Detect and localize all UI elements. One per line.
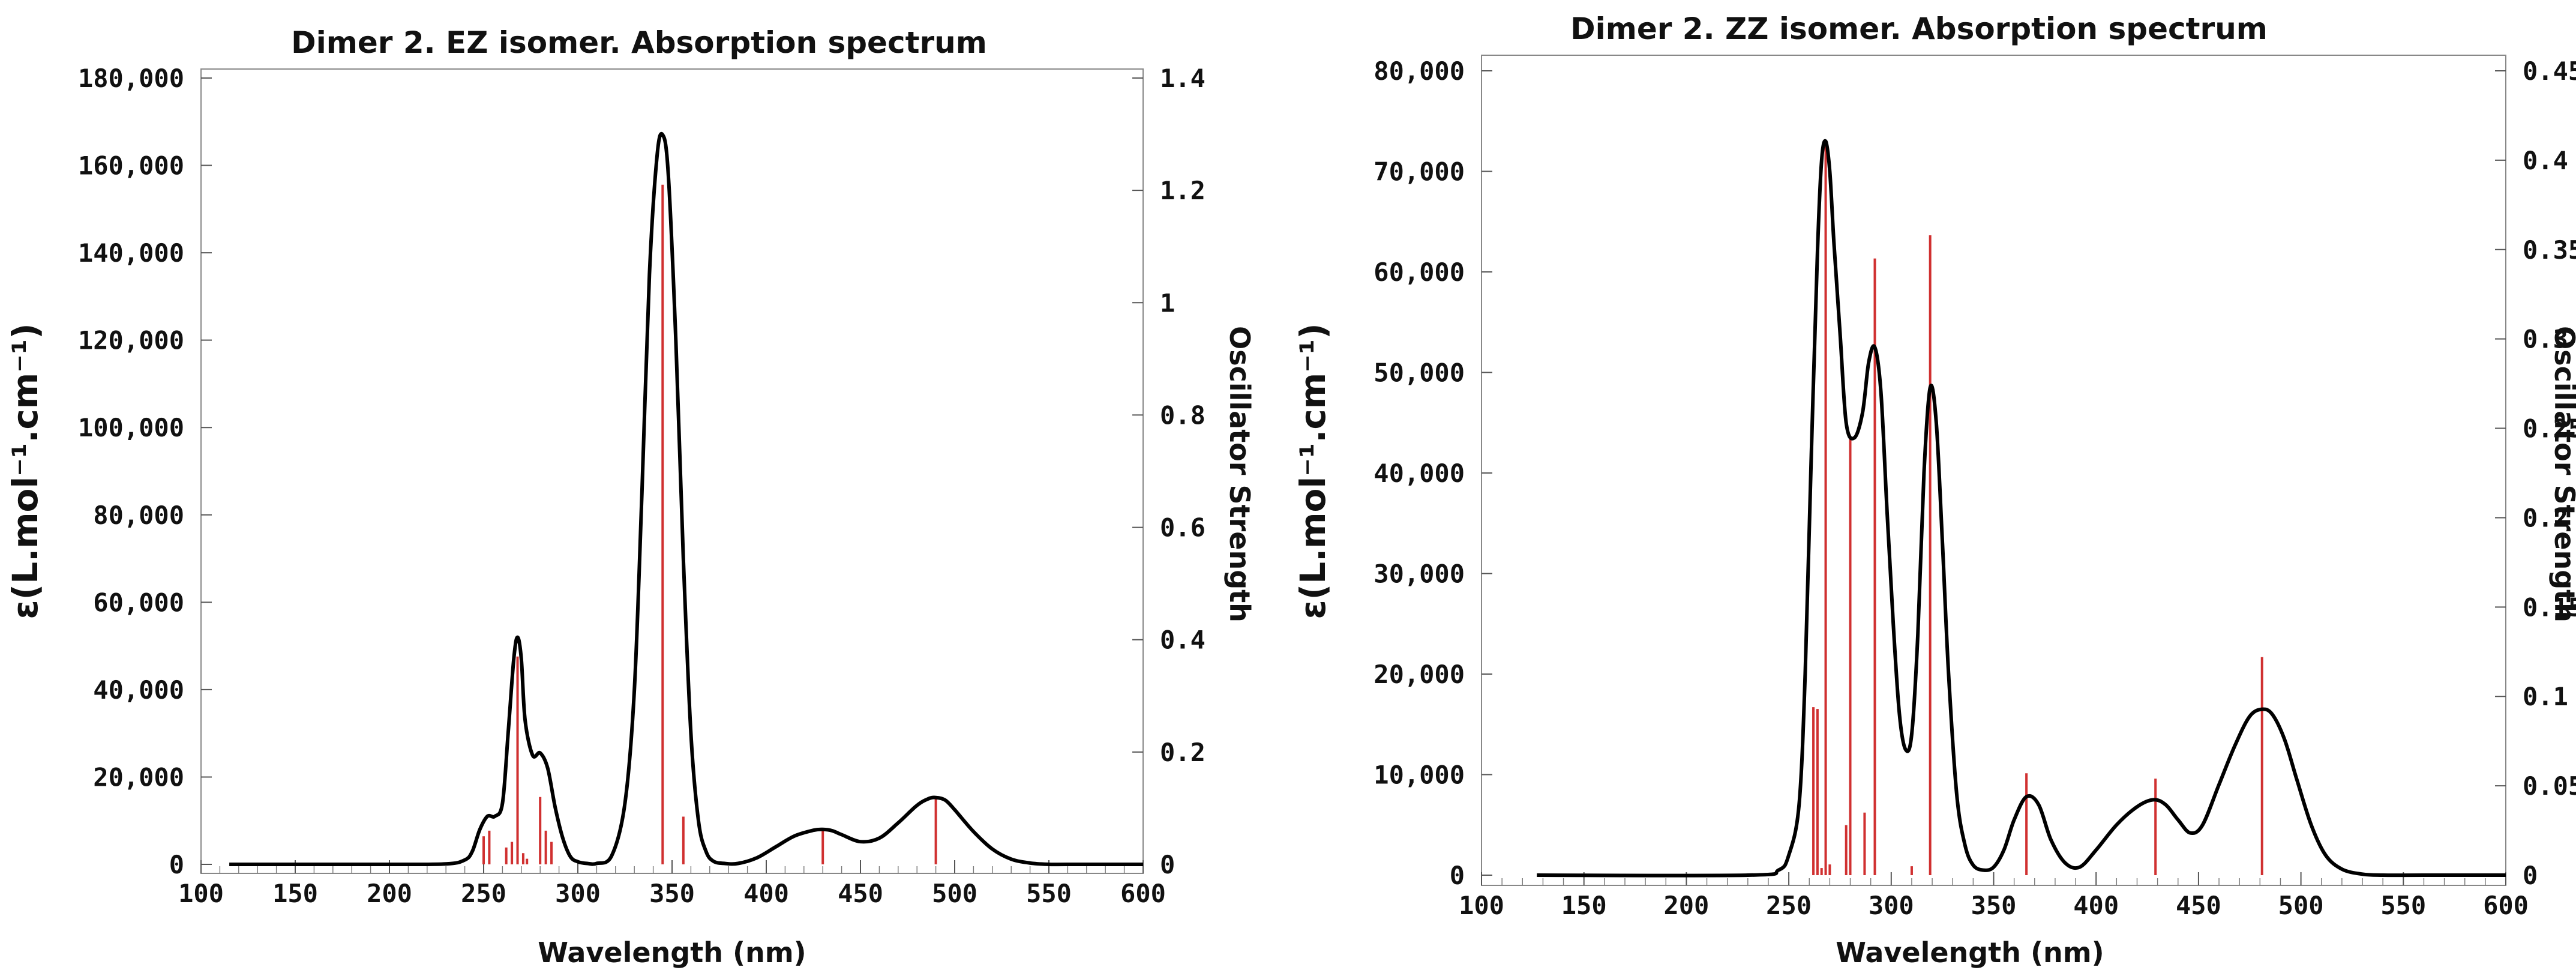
y-right-tick-label: 0.2 (1160, 738, 1205, 767)
x-tick-label: 350 (649, 879, 695, 908)
x-axis-label: Wavelength (nm) (538, 936, 806, 969)
x-tick-label: 600 (1120, 879, 1166, 908)
plot-frame (200, 68, 1144, 874)
oscillator-sticks (1812, 142, 2263, 875)
absorption-curve (229, 131, 1143, 867)
x-tick-label: 600 (2483, 891, 2529, 920)
y-right-tick-label: 0.4 (2523, 146, 2568, 175)
absorption-curve (1537, 139, 2506, 878)
y-left-tick-label: 50,000 (1374, 358, 1465, 388)
x-tick-label: 150 (1561, 891, 1607, 920)
y-left-tick-label: 30,000 (1374, 559, 1465, 589)
x-tick-label: 500 (2278, 891, 2324, 920)
y-left-tick-label: 20,000 (1374, 660, 1465, 689)
x-tick-label: 250 (1766, 891, 1812, 920)
y-right-tick-label: 0.4 (1160, 625, 1205, 655)
chart-title: Dimer 2. EZ isomer. Absorption spectrum (291, 25, 987, 60)
y-left-tick-label: 120,000 (78, 326, 184, 355)
x-tick-label: 100 (1459, 891, 1504, 920)
chart-ez-svg: Dimer 2. EZ isomer. Absorption spectrum … (5, 25, 1256, 969)
y-axis-right-label: Oscillator Strength (2548, 326, 2576, 622)
chart-title: Dimer 2. ZZ isomer. Absorption spectrum (1570, 11, 2268, 46)
x-tick-label: 200 (1663, 891, 1709, 920)
y-left-tick-label: 40,000 (1374, 459, 1465, 488)
x-tick-label: 100 (178, 879, 224, 908)
y-axis-right-label: Oscillator Strength (1223, 326, 1256, 622)
x-tick-label: 450 (838, 879, 883, 908)
chart-ez-isomer: Dimer 2. EZ isomer. Absorption spectrum … (5, 25, 1256, 969)
absorption-curve-group (1537, 139, 2506, 878)
y-right-tick-label: 0 (1160, 850, 1175, 879)
y-axis-left-label: ε(L.mol⁻¹.cm⁻¹) (1293, 323, 1333, 619)
x-tick-label: 550 (2380, 891, 2426, 920)
y-right-tick-label: 0.8 (1160, 400, 1205, 430)
y-left-tick-label: 100,000 (78, 413, 184, 442)
x-axis-label: Wavelength (nm) (1836, 936, 2104, 969)
x-tick-label: 550 (1026, 879, 1072, 908)
x-tick-label: 200 (367, 879, 412, 908)
y-right-tick-label: 0.45 (2523, 56, 2576, 86)
y-left-tick-label: 40,000 (93, 675, 184, 705)
x-tick-label: 450 (2176, 891, 2221, 920)
y-left-tick-label: 160,000 (78, 151, 184, 181)
y-right-tick-label: 0.35 (2523, 235, 2576, 265)
oscillator-sticks (482, 184, 937, 864)
y-axis-left-label: ε(L.mol⁻¹.cm⁻¹) (5, 323, 46, 619)
y-left-tick-label: 20,000 (93, 762, 184, 792)
y-left-tick-label: 60,000 (1374, 258, 1465, 287)
y-right-tick-label: 1 (1160, 288, 1175, 318)
y-right-tick-label: 1.2 (1160, 176, 1205, 205)
absorption-curve-group (229, 131, 1143, 867)
y-right-tick-label: 0.1 (2523, 682, 2568, 711)
x-axis: 100 150 200 250 300 350 400 450 500 550 600 (178, 860, 1166, 908)
y-right-tick-label: 1.4 (1160, 64, 1205, 93)
y-axis-right: 0 0.2 0.4 0.6 0.8 1 1.2 1.4 (1132, 64, 1205, 879)
x-tick-label: 400 (743, 879, 789, 908)
chart-zz-isomer: Dimer 2. ZZ isomer. Absorption spectrum … (1288, 0, 2576, 973)
x-tick-label: 300 (555, 879, 601, 908)
y-left-tick-label: 140,000 (78, 238, 184, 268)
y-left-tick-label: 180,000 (78, 64, 184, 93)
y-right-tick-label: 0.25 (2523, 414, 2576, 444)
y-left-tick-label: 80,000 (93, 501, 184, 530)
plot-frame (1481, 55, 2506, 886)
y-right-tick-label: 0.2 (2523, 503, 2568, 532)
y-left-tick-label: 0 (1450, 861, 1465, 890)
y-right-tick-label: 0 (2523, 861, 2538, 890)
x-tick-label: 500 (932, 879, 977, 908)
y-axis-left: 0 10,000 20,000 30,000 40,000 50,000 60,000 70,… (1374, 56, 1492, 890)
y-left-tick-label: 60,000 (93, 588, 184, 617)
x-tick-label: 150 (272, 879, 318, 908)
y-left-tick-label: 0 (169, 850, 184, 879)
y-left-tick-label: 70,000 (1374, 157, 1465, 187)
y-right-tick-label: 0.05 (2523, 771, 2576, 801)
x-axis: 100 150 200 250 300 350 400 450 500 550 600 (1459, 872, 2529, 920)
y-left-tick-label: 80,000 (1374, 56, 1465, 86)
x-tick-label: 250 (461, 879, 506, 908)
y-left-tick-label: 10,000 (1374, 761, 1465, 790)
x-tick-label: 400 (2073, 891, 2119, 920)
y-right-tick-label: 0.15 (2523, 592, 2576, 622)
y-axis-right: 0 0.05 0.1 0.15 0.2 0.25 0.3 0.35 0.4 0.45 (2495, 56, 2576, 890)
y-right-tick-label: 0.3 (2523, 325, 2568, 354)
chart-zz-svg: Dimer 2. ZZ isomer. Absorption spectrum … (1293, 11, 2576, 969)
y-right-tick-label: 0.6 (1160, 513, 1205, 543)
x-tick-label: 350 (1971, 891, 2017, 920)
y-axis-left: 0 20,000 40,000 60,000 80,000 100,000 120,000 1… (78, 64, 212, 879)
x-tick-label: 300 (1869, 891, 1914, 920)
